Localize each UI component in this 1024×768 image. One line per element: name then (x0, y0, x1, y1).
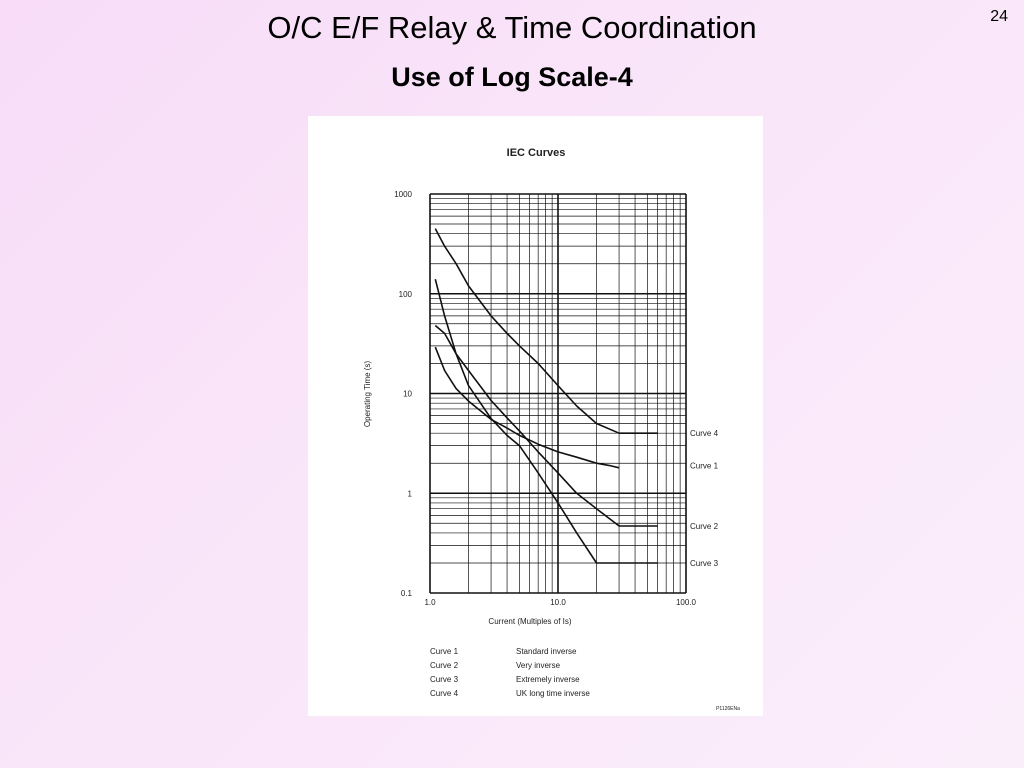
chart-curve-labels: Curve 4 Curve 1 Curve 2 Curve 3 (690, 429, 719, 568)
chart-legend: Curve 1 Standard inverse Curve 2 Very inver… (430, 647, 590, 698)
y-tick-label: 100 (399, 290, 413, 299)
figure-code: P1126ENa (716, 706, 740, 712)
legend-curve: Curve 1 (430, 647, 459, 656)
curve-label: Curve 4 (690, 429, 719, 438)
y-tick-label: 10 (403, 390, 412, 399)
legend-description: UK long time inverse (516, 689, 590, 698)
legend-curve: Curve 4 (430, 689, 459, 698)
chart-ticks: 1000 100 10 1 0.1 1.0 10.0 100.0 (394, 190, 696, 607)
chart-grid (429, 193, 687, 594)
series-line-curve-3 (434, 279, 658, 564)
series-line-curve-4 (434, 228, 658, 435)
y-axis-label: Operating Time (s) (363, 361, 372, 428)
legend-curve: Curve 2 (430, 661, 459, 670)
chart-title: IEC Curves (507, 147, 566, 159)
y-tick-label: 0.1 (401, 589, 413, 598)
legend-description: Extremely inverse (516, 675, 580, 684)
y-tick-label: 1 (408, 489, 413, 498)
series-line-curve-2 (434, 324, 658, 527)
curve-label: Curve 1 (690, 461, 719, 470)
iec-curves-chart: IEC Curves 1000 100 10 1 0.1 1.0 10.0 100.0 Cur… (363, 147, 740, 712)
page-number: 24 (990, 8, 1008, 25)
y-tick-label: 1000 (394, 190, 412, 199)
x-tick-label: 100.0 (676, 598, 697, 607)
slide-subtitle: Use of Log Scale-4 (391, 62, 633, 92)
legend-description: Standard inverse (516, 647, 577, 656)
series-line-curve-1 (434, 346, 620, 469)
x-tick-label: 1.0 (424, 598, 436, 607)
chart-series (434, 228, 658, 564)
slide-title: O/C E/F Relay & Time Coordination (267, 10, 757, 45)
curve-label: Curve 2 (690, 522, 719, 531)
legend-description: Very inverse (516, 661, 561, 670)
x-tick-label: 10.0 (550, 598, 566, 607)
legend-curve: Curve 3 (430, 675, 459, 684)
chart-figure: IEC Curves 1000 100 10 1 0.1 1.0 10.0 100.0 Cur… (308, 116, 763, 716)
curve-label: Curve 3 (690, 559, 719, 568)
x-axis-label: Current (Multiples of Is) (488, 617, 571, 626)
